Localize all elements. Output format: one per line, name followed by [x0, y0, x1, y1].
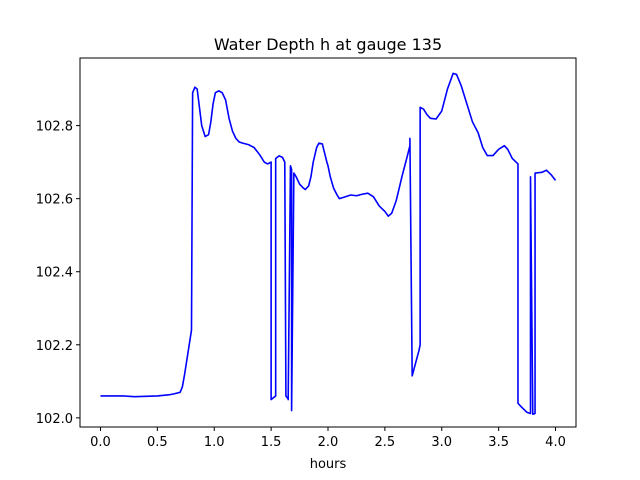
x-tick-label: 0.0 — [90, 435, 111, 450]
x-tick-label: 3.0 — [431, 435, 452, 450]
x-tick-label: 3.5 — [488, 435, 509, 450]
x-axis-label: hours — [310, 457, 347, 472]
y-tick-label: 102.2 — [36, 339, 73, 354]
x-tick-label: 0.5 — [147, 435, 168, 450]
x-tick-label: 2.5 — [375, 435, 396, 450]
y-tick-label: 102.6 — [36, 193, 73, 208]
x-axis-ticks: 0.0 0.5 1.0 1.5 2.0 2.5 3.0 3.5 4.0 — [90, 427, 566, 450]
series-line-0 — [100, 72, 557, 416]
plot-area — [100, 72, 557, 416]
y-tick-label: 102.0 — [36, 412, 73, 427]
x-tick-label: 1.5 — [261, 435, 282, 450]
x-tick-label: 2.0 — [318, 435, 339, 450]
y-tick-label: 102.4 — [36, 266, 73, 281]
y-axis-ticks: 102.0 102.2 102.4 102.6 102.8 — [36, 120, 80, 427]
x-tick-label: 4.0 — [545, 435, 566, 450]
y-tick-label: 102.8 — [36, 120, 73, 135]
x-tick-label: 1.0 — [204, 435, 225, 450]
chart-title: Water Depth h at gauge 135 — [214, 35, 442, 54]
